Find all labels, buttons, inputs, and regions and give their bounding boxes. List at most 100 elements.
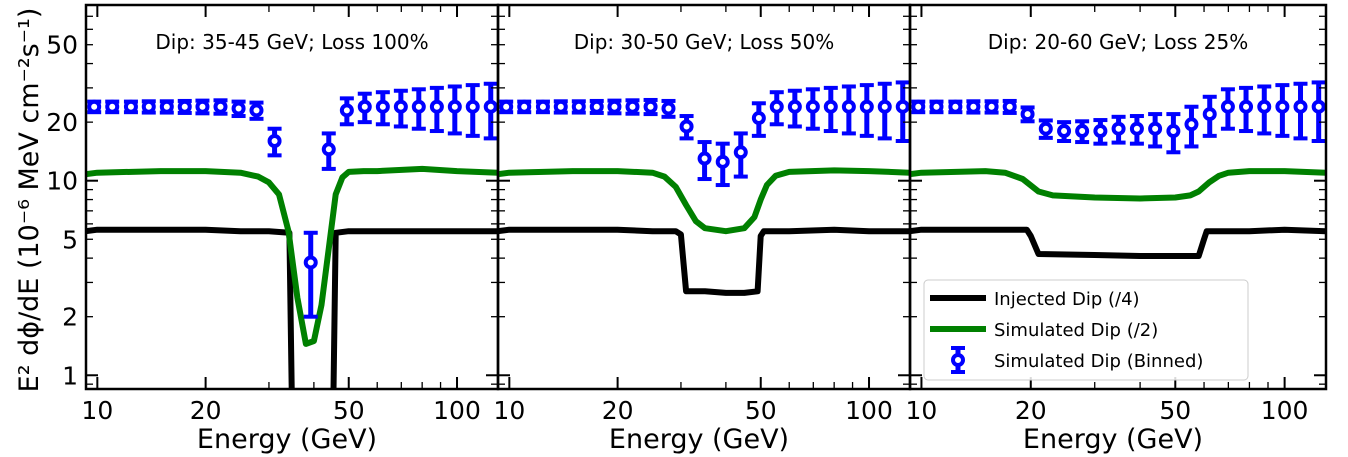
binned-point [823,85,838,134]
binned-point [733,131,748,179]
x-tick-label: 20 [1015,396,1047,425]
binned-point [159,99,174,115]
binned-point [1202,94,1217,138]
binned-point [1184,104,1199,149]
binned-point [267,126,282,158]
y-tick-label: 50 [46,31,78,60]
binned-point [465,83,480,138]
binned-point [1148,112,1163,149]
x-tick-label: 10 [493,396,525,425]
binned-point [787,88,802,129]
binned-point [643,97,658,117]
binned-point [911,99,926,115]
binned-point [607,98,622,116]
binned-point [1220,87,1235,131]
binned-point [751,101,766,138]
binned-point [1002,98,1017,115]
x-tick-label: 100 [845,396,893,425]
binned-point [679,114,694,141]
binned-point [1020,105,1035,124]
binned-point [1038,118,1053,140]
binned-point [877,81,892,141]
y-tick-label: 10 [46,167,78,196]
binned-point [535,99,550,115]
binned-point [321,131,336,171]
binned-point [357,91,372,125]
binned-point [141,99,156,115]
binned-point [1075,119,1090,145]
binned-point [517,99,532,115]
legend-entry: Injected Dip (/4) [930,289,1140,310]
x-tick-label: 50 [1159,396,1191,425]
binned-point [841,84,856,136]
legend-label: Simulated Dip (/2) [994,320,1158,341]
binned-point [393,88,408,129]
legend-label: Injected Dip (/4) [994,289,1140,310]
axes-frame [496,3,912,391]
axes-frame [908,3,1328,391]
y-tick-label: 1 [62,361,78,390]
binned-point [105,99,120,115]
y-tick-label: 20 [46,108,78,137]
binned-point [213,98,228,116]
injected-dip-line [498,226,910,296]
binned-point [483,81,498,141]
x-tick-label: 20 [190,396,222,425]
binned-point [661,98,676,119]
binned-point [1275,83,1290,138]
binned-point [1239,85,1254,134]
binned-point [429,85,444,134]
simulated-dip-line [498,167,910,235]
binned-point [1057,120,1072,143]
binned-point [447,84,462,136]
binned-point [589,98,604,115]
binned-point [948,99,963,115]
injected-dip-line [910,226,1326,259]
x-axis-label: Energy (GeV) [1023,424,1203,455]
plot-area [910,80,1326,259]
binned-point [177,98,192,115]
x-axis-label: Energy (GeV) [197,424,377,455]
binned-point [339,96,354,127]
binned-point [553,99,568,115]
y-tick-label: 5 [62,225,78,254]
binned-point [249,100,264,121]
legend: Injected Dip (/4) Simulated Dip (/2) Simul… [923,279,1249,381]
legend-box [923,279,1249,381]
legend-label: Simulated Dip (Binned) [994,351,1203,372]
binned-point [195,98,210,116]
ticks [498,4,910,389]
panel-title: Dip: 35-45 GeV; Loss 100% [155,30,428,54]
x-tick-label: 50 [333,396,365,425]
x-tick-label: 100 [1261,396,1309,425]
binned-point [625,98,640,116]
y-axis-label: E² dϕ/dE (10⁻⁶ MeV cm⁻²s⁻¹) [14,8,45,393]
binned-point [697,140,712,182]
panel-3: 10 20 50 100 Energy (GeV) Dip: 20-60 GeV; Los… [906,3,1328,455]
x-tick-label: 10 [81,396,113,425]
binned-point [231,99,246,119]
binned-point [1257,84,1272,136]
simulated-dip-line [86,165,498,347]
x-tick-label: 20 [602,396,634,425]
y-tick-label: 2 [62,303,78,332]
binned-point [1093,118,1108,146]
binned-point [499,99,514,115]
binned-point [1311,80,1326,143]
x-axis-label: Energy (GeV) [609,424,789,455]
panel-title: Dip: 20-60 GeV; Loss 25% [988,30,1248,54]
legend-entry: Simulated Dip (/2) [930,320,1158,341]
x-tick-label: 10 [906,396,938,425]
binned-point [87,99,102,115]
plot-area [86,81,498,389]
binned-point [769,90,784,127]
binned-point [805,87,820,131]
x-tick-label: 50 [745,396,777,425]
binned-point [375,90,390,127]
binned-point [1129,114,1144,146]
injected-dip-line [86,226,498,389]
binned-point [859,83,874,138]
binned-point [715,141,730,188]
